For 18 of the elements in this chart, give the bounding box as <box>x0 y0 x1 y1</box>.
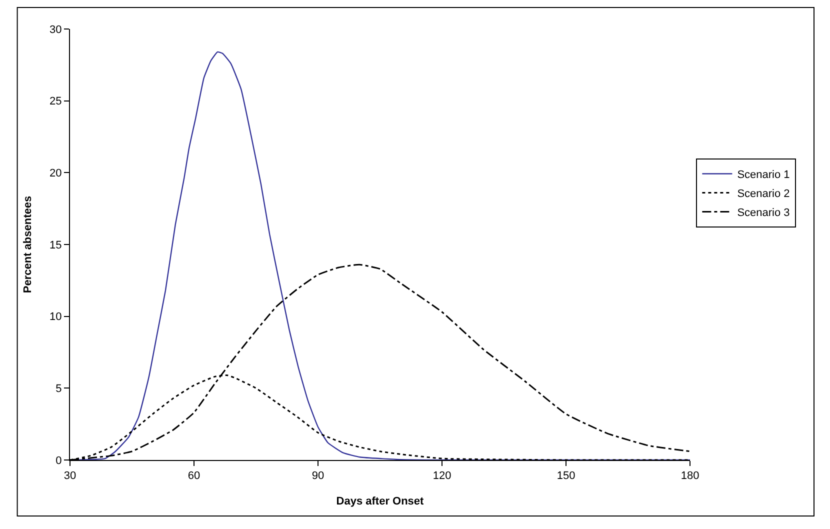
x-tick-label: 60 <box>188 470 200 482</box>
y-tick-label: 15 <box>50 239 62 252</box>
legend-label: Scenario 2 <box>737 188 790 200</box>
y-tick-label: 20 <box>50 168 62 180</box>
x-axis-title: Days after Onset <box>336 495 424 508</box>
y-tick-label: 30 <box>50 24 62 36</box>
legend-label: Scenario 3 <box>737 207 790 220</box>
x-tick-label: 120 <box>432 470 452 482</box>
legend-label: Scenario 1 <box>737 169 790 182</box>
x-tick-label: 90 <box>312 470 324 482</box>
y-tick-label: 0 <box>56 454 62 467</box>
y-tick-label: 5 <box>56 383 62 396</box>
x-tick-label: 150 <box>556 470 576 482</box>
y-tick-label: 10 <box>50 311 62 324</box>
y-axis-title: Percent absentees <box>22 196 34 294</box>
x-tick-label: 30 <box>64 470 76 482</box>
x-tick-label: 180 <box>680 470 700 482</box>
y-tick-label: 25 <box>50 96 62 108</box>
